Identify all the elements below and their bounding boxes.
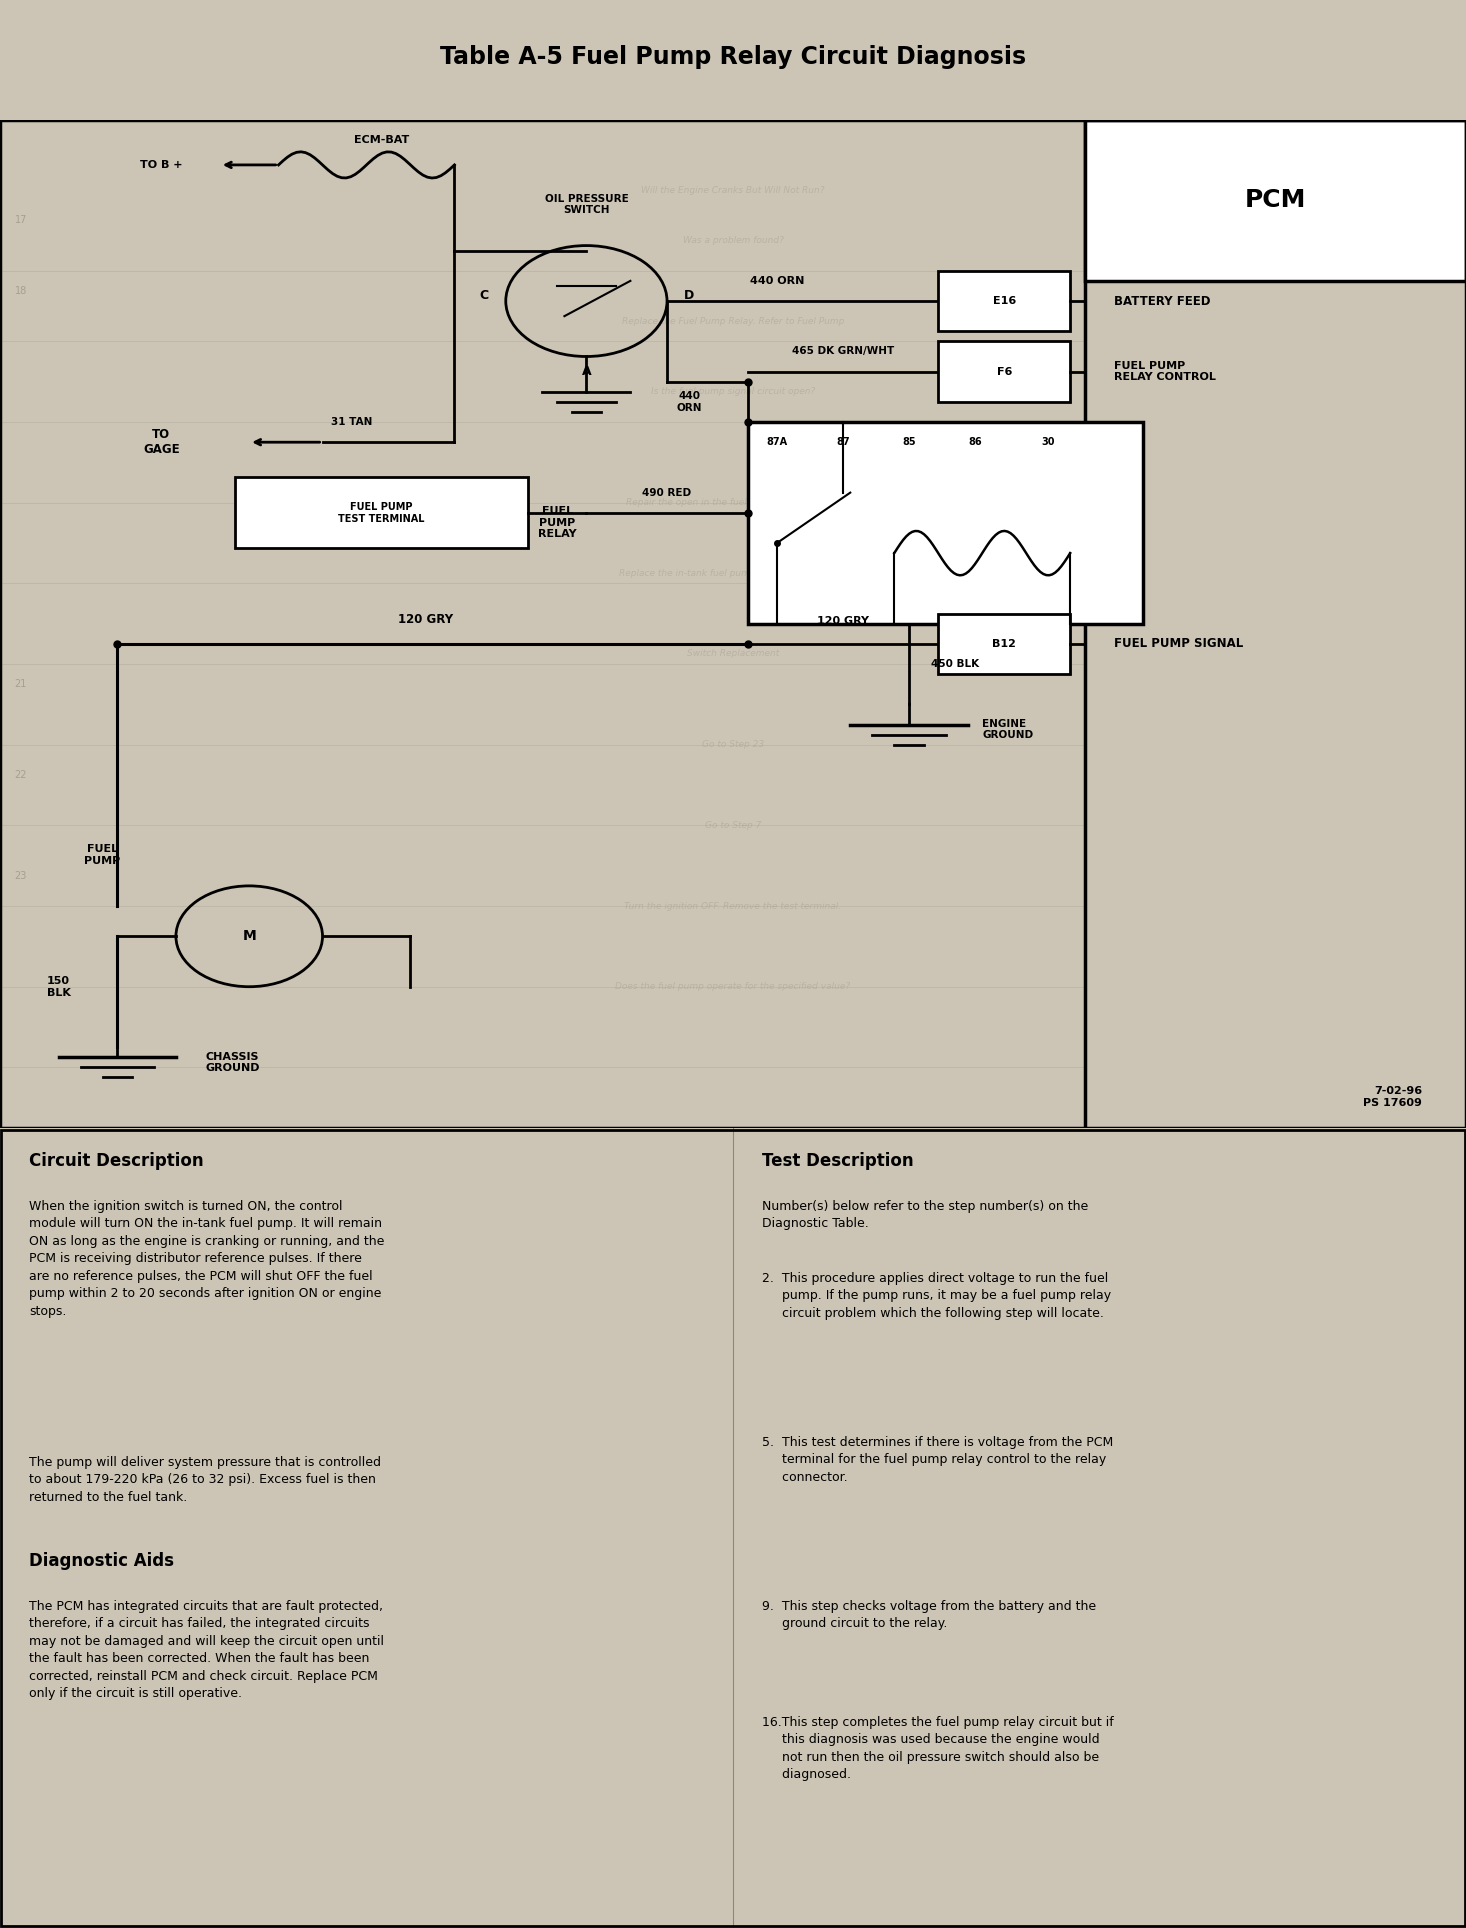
Text: TO
GAGE: TO GAGE [144,428,179,457]
Text: TO B +: TO B + [141,160,182,170]
Text: 16.This step completes the fuel pump relay circuit but if
     this diagnosis wa: 16.This step completes the fuel pump rel… [762,1716,1114,1781]
Text: Table A-5 Fuel Pump Relay Circuit Diagnosis: Table A-5 Fuel Pump Relay Circuit Diagno… [440,46,1026,69]
Text: Go to Step 23: Go to Step 23 [702,740,764,750]
Text: 22: 22 [15,769,28,781]
Bar [748,422,1143,625]
Text: Repair the open in the fuel pump signal circuit.: Repair the open in the fuel pump signal … [626,497,840,507]
Text: 85: 85 [902,438,916,447]
Text: Diagnostic Aids: Diagnostic Aids [29,1552,174,1569]
Text: A: A [582,364,591,378]
Text: 2.  This procedure applies direct voltage to run the fuel
     pump. If the pump: 2. This procedure applies direct voltage… [762,1272,1111,1321]
Text: 30: 30 [1041,438,1056,447]
Text: M: M [242,929,257,943]
Text: Will the Engine Cranks But Will Not Run?: Will the Engine Cranks But Will Not Run? [641,185,825,195]
Text: The PCM has integrated circuits that are fault protected,
therefore, if a circui: The PCM has integrated circuits that are… [29,1600,384,1700]
Text: 5.  This test determines if there is voltage from the PCM
     terminal for the : 5. This test determines if there is volt… [762,1436,1114,1485]
Text: 21: 21 [15,679,26,688]
Text: 120 GRY: 120 GRY [817,615,869,627]
Text: FUEL PUMP SIGNAL: FUEL PUMP SIGNAL [1114,638,1243,650]
Text: CHASSIS
GROUND: CHASSIS GROUND [205,1051,259,1074]
Text: 440 ORN: 440 ORN [749,276,805,285]
Text: 440
ORN: 440 ORN [676,391,702,413]
Text: 87A: 87A [767,438,787,447]
Text: F6: F6 [997,366,1012,376]
Text: E16: E16 [992,297,1016,307]
Text: 120 GRY: 120 GRY [397,613,453,627]
Text: Test Description: Test Description [762,1151,913,1170]
Text: Turn the ignition OFF. Remove the test terminal.: Turn the ignition OFF. Remove the test t… [625,902,841,910]
Bar [1085,120,1466,281]
Bar [938,341,1070,401]
Text: BATTERY FEED: BATTERY FEED [1114,295,1211,308]
Text: OIL PRESSURE
SWITCH: OIL PRESSURE SWITCH [544,193,629,216]
Text: Replace the in-tank fuel pump. Refer to Fuel Pump: Replace the in-tank fuel pump. Refer to … [619,569,847,578]
Text: 465 DK GRN/WHT: 465 DK GRN/WHT [792,347,894,357]
Text: B12: B12 [992,638,1016,650]
Bar [938,613,1070,675]
Text: Number(s) below refer to the step number(s) on the
Diagnostic Table.: Number(s) below refer to the step number… [762,1199,1089,1230]
Text: Circuit Description: Circuit Description [29,1151,204,1170]
Bar [235,478,528,548]
Text: 7-02-96
PS 17609: 7-02-96 PS 17609 [1363,1085,1422,1109]
Text: 87: 87 [836,438,850,447]
Text: ENGINE
GROUND: ENGINE GROUND [982,719,1034,740]
Text: Is the fuel pump signal circuit open?: Is the fuel pump signal circuit open? [651,388,815,397]
Text: Go to Step 7: Go to Step 7 [705,821,761,829]
Text: ECM-BAT: ECM-BAT [353,135,409,145]
Text: 9.  This step checks voltage from the battery and the
     ground circuit to the: 9. This step checks voltage from the bat… [762,1600,1097,1631]
Text: 23: 23 [15,871,26,881]
Text: 450 BLK: 450 BLK [931,659,979,669]
Text: Replace the Fuel Pump Relay. Refer to Fuel Pump: Replace the Fuel Pump Relay. Refer to Fu… [622,316,844,326]
Text: 17: 17 [15,216,26,226]
Text: 18: 18 [15,285,26,297]
Text: C: C [479,289,488,303]
Text: FUEL PUMP
TEST TERMINAL: FUEL PUMP TEST TERMINAL [337,501,425,524]
Text: FUEL
PUMP: FUEL PUMP [85,844,120,866]
Text: PCM: PCM [1245,189,1306,212]
Text: Was a problem found?: Was a problem found? [683,235,783,245]
Text: Switch Replacement: Switch Replacement [688,650,778,659]
Text: Does the fuel pump operate for the specified value?: Does the fuel pump operate for the speci… [616,981,850,991]
Bar [938,270,1070,332]
Text: 150
BLK: 150 BLK [47,976,70,997]
Text: FUEL
PUMP
RELAY: FUEL PUMP RELAY [538,507,576,540]
Text: When the ignition switch is turned ON, the control
module will turn ON the in-ta: When the ignition switch is turned ON, t… [29,1199,384,1319]
Text: 31 TAN: 31 TAN [331,416,372,428]
Text: D: D [685,289,693,303]
Text: 490 RED: 490 RED [642,488,692,497]
Text: 86: 86 [968,438,982,447]
Text: The pump will deliver system pressure that is controlled
to about 179-220 kPa (2: The pump will deliver system pressure th… [29,1456,381,1504]
Text: FUEL PUMP
RELAY CONTROL: FUEL PUMP RELAY CONTROL [1114,361,1215,382]
